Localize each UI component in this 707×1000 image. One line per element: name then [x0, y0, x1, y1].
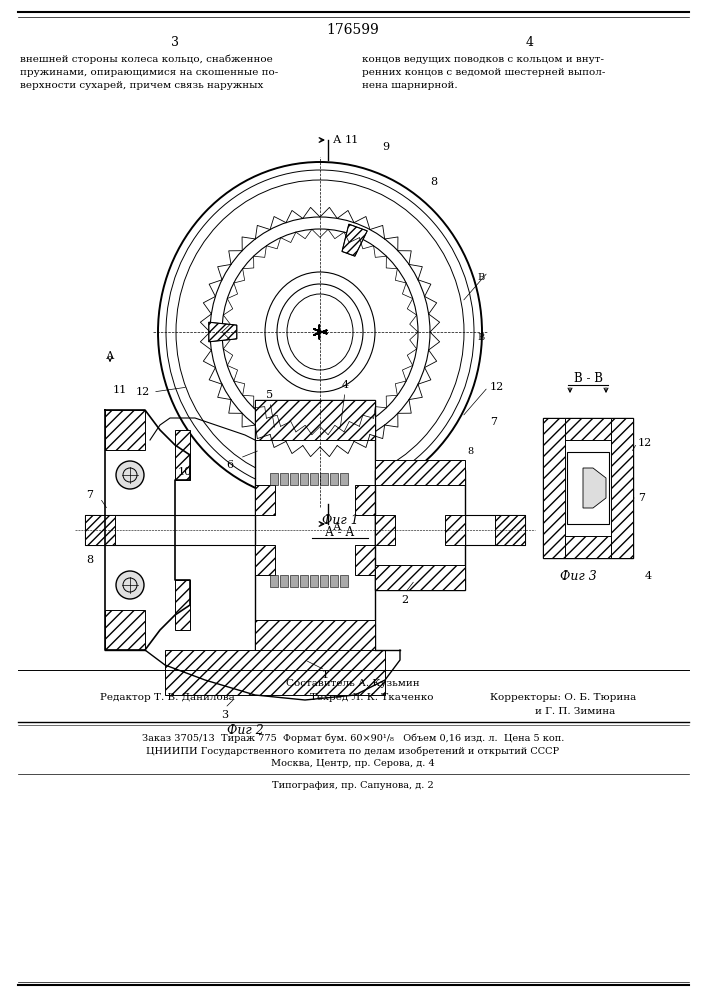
Text: и Г. П. Зимина: и Г. П. Зимина	[535, 706, 615, 716]
Text: Москва, Центр, пр. Серова, д. 4: Москва, Центр, пр. Серова, д. 4	[271, 760, 435, 768]
Text: Редактор Т. В. Данилова: Редактор Т. В. Данилова	[100, 694, 235, 702]
Bar	[495, 515, 525, 545]
Bar	[280, 473, 288, 485]
Text: 3: 3	[221, 710, 228, 720]
Bar	[375, 470, 465, 590]
Text: А: А	[333, 522, 341, 532]
Bar	[255, 400, 375, 660]
Text: 12: 12	[490, 382, 504, 392]
Text: 8: 8	[430, 177, 437, 187]
Text: 4: 4	[645, 571, 652, 581]
Text: А: А	[333, 135, 341, 145]
Bar	[270, 473, 278, 485]
Bar	[310, 575, 318, 587]
Text: концов ведущих поводков с кольцом и внут-: концов ведущих поводков с кольцом и внут…	[362, 55, 604, 64]
Text: 1: 1	[322, 670, 329, 680]
Circle shape	[116, 571, 144, 599]
Bar	[611, 418, 633, 558]
Text: 3: 3	[171, 36, 179, 49]
Text: 7: 7	[638, 493, 645, 503]
Text: 10: 10	[178, 467, 192, 477]
Bar	[85, 515, 525, 545]
Bar	[105, 410, 145, 450]
Text: В: В	[477, 272, 484, 282]
Text: ренних концов с ведомой шестерней выпол-: ренних концов с ведомой шестерней выпол-	[362, 68, 605, 77]
Bar	[255, 485, 275, 515]
Text: 4: 4	[341, 380, 349, 390]
Text: В - В: В - В	[573, 371, 602, 384]
Bar	[330, 575, 338, 587]
Text: 8: 8	[467, 448, 473, 456]
Polygon shape	[583, 468, 606, 508]
Text: 11: 11	[345, 135, 359, 145]
Text: В: В	[477, 332, 484, 342]
Text: внешней стороны колеса кольцо, снабженное: внешней стороны колеса кольцо, снабженно…	[20, 55, 273, 64]
Text: 12: 12	[638, 438, 653, 448]
Bar	[255, 400, 375, 440]
Polygon shape	[342, 224, 367, 256]
Bar	[320, 473, 328, 485]
Bar	[320, 575, 328, 587]
Bar	[175, 580, 190, 630]
Bar	[280, 575, 288, 587]
Bar	[340, 473, 348, 485]
Text: Техред Л. К. Ткаченко: Техред Л. К. Ткаченко	[310, 694, 433, 702]
Bar	[565, 536, 611, 558]
Text: Типография, пр. Сапунова, д. 2: Типография, пр. Сапунова, д. 2	[272, 782, 434, 790]
Bar	[543, 418, 565, 558]
Bar	[175, 430, 190, 480]
Text: Составитель А. Кузьмин: Составитель А. Кузьмин	[286, 678, 420, 688]
Bar	[355, 545, 375, 575]
Text: верхности сухарей, причем связь наружных: верхности сухарей, причем связь наружных	[20, 81, 264, 90]
Text: нена шарнирной.: нена шарнирной.	[362, 81, 457, 90]
Text: 5: 5	[267, 390, 274, 400]
Polygon shape	[342, 408, 367, 440]
Text: 9: 9	[382, 142, 389, 152]
Text: Заказ 3705/13  Тираж 775  Формат бум. 60×90¹/₈   Объем 0,16 изд. л.  Цена 5 коп.: Заказ 3705/13 Тираж 775 Формат бум. 60×9…	[142, 733, 564, 743]
Bar	[105, 610, 145, 650]
Bar	[300, 575, 308, 587]
Bar	[255, 545, 275, 575]
Bar	[565, 418, 611, 440]
Bar	[310, 473, 318, 485]
Bar	[290, 473, 298, 485]
Bar	[445, 515, 465, 545]
Text: ЦНИИПИ Государственного комитета по делам изобретений и открытий СССР: ЦНИИПИ Государственного комитета по дела…	[146, 746, 559, 756]
Text: 176599: 176599	[327, 23, 380, 37]
Polygon shape	[209, 322, 237, 342]
Bar	[270, 575, 278, 587]
Bar	[330, 473, 338, 485]
Circle shape	[116, 461, 144, 489]
Bar	[375, 515, 395, 545]
Bar	[340, 575, 348, 587]
Text: Фиг 1: Фиг 1	[322, 514, 358, 526]
Bar	[375, 460, 465, 485]
Text: Корректоры: О. Б. Тюрина: Корректоры: О. Б. Тюрина	[490, 694, 636, 702]
Text: 7: 7	[86, 490, 93, 500]
Text: А: А	[106, 351, 115, 361]
Bar	[85, 515, 115, 545]
Text: пружинами, опирающимися на скошенные по-: пружинами, опирающимися на скошенные по-	[20, 68, 279, 77]
Bar	[543, 418, 633, 558]
Bar	[375, 565, 465, 590]
Text: 4: 4	[526, 36, 534, 49]
Bar	[255, 620, 375, 660]
Bar	[290, 575, 298, 587]
Bar	[300, 473, 308, 485]
Text: 8: 8	[86, 555, 93, 565]
Text: А - А: А - А	[325, 526, 355, 538]
Text: 6: 6	[226, 460, 233, 470]
Bar	[567, 452, 609, 524]
Text: 7: 7	[490, 417, 497, 427]
Text: 12: 12	[136, 387, 151, 397]
Text: 11: 11	[113, 385, 127, 395]
Text: 2: 2	[402, 595, 409, 605]
Bar	[355, 485, 375, 515]
Text: Фиг 3: Фиг 3	[560, 570, 597, 582]
Bar	[165, 650, 385, 695]
Text: Фиг 2: Фиг 2	[227, 724, 264, 736]
